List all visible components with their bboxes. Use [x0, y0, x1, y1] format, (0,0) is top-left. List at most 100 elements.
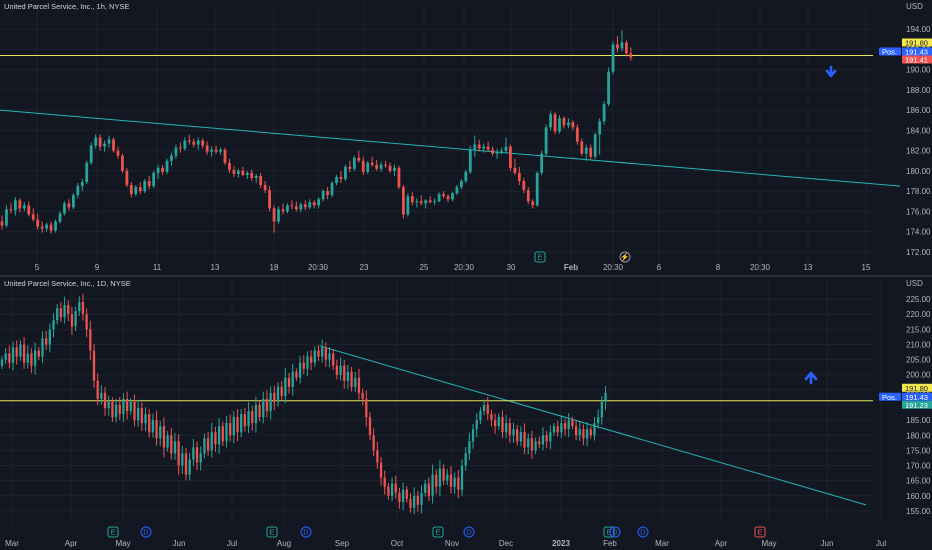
candle-body — [500, 150, 503, 152]
candle — [589, 425, 592, 439]
event-badge[interactable] — [300, 526, 312, 538]
event-marker[interactable]: D — [300, 526, 312, 538]
candle-body — [268, 190, 271, 209]
candle-body — [184, 453, 188, 475]
candle-body — [368, 417, 372, 436]
candle-body — [410, 196, 414, 203]
candle-body — [460, 465, 464, 490]
candle-body — [475, 420, 478, 430]
candle-body — [321, 191, 325, 200]
candle — [96, 373, 99, 406]
bottom-pane-grid — [0, 280, 882, 524]
event-label: ⚡ — [620, 253, 629, 262]
candle — [602, 101, 606, 125]
candle-body — [574, 426, 578, 436]
event-badge[interactable] — [754, 526, 766, 538]
event-marker[interactable]: D — [637, 526, 649, 538]
event-badge[interactable] — [463, 526, 475, 538]
price-tick-label: 155.00 — [906, 507, 931, 516]
candle-body — [464, 453, 467, 466]
candle — [177, 434, 180, 475]
candle — [265, 390, 269, 418]
candle-body — [562, 118, 566, 126]
candle-body — [415, 201, 419, 203]
candle — [575, 124, 579, 145]
trendline[interactable] — [319, 345, 867, 506]
event-marker[interactable]: E — [534, 251, 546, 263]
top-pane-events[interactable]: E ⚡ — [534, 251, 631, 263]
time-tick-label: Jul — [227, 539, 237, 548]
arrow-down-icon[interactable] — [825, 65, 837, 78]
candle-body — [424, 483, 427, 493]
candle-body — [394, 483, 397, 493]
candle-body — [33, 350, 37, 366]
event-marker[interactable]: E — [432, 526, 444, 538]
event-badge[interactable] — [140, 526, 152, 538]
event-marker[interactable]: D — [463, 526, 475, 538]
arrow-up-icon[interactable] — [804, 371, 818, 385]
time-tick-label: 13 — [804, 263, 813, 272]
candle — [433, 198, 437, 206]
bottom-pane-trendline[interactable] — [319, 345, 867, 506]
candle-body — [309, 356, 313, 363]
candle — [482, 143, 486, 153]
event-marker[interactable]: E — [754, 526, 766, 538]
event-marker[interactable]: E — [603, 526, 615, 538]
event-marker[interactable]: E — [266, 526, 278, 538]
bottom-pane-time-axis[interactable]: Mar Apr May Jun Jul Aug Sep Oct Nov Dec 2023 Feb Mar… — [5, 539, 886, 548]
candle-body — [593, 134, 597, 157]
time-tick-label: Apr — [65, 539, 78, 548]
event-badge[interactable] — [534, 251, 546, 263]
candle — [281, 203, 285, 215]
top-pane-trendline[interactable] — [0, 109, 901, 187]
candle — [491, 146, 494, 156]
event-label: E — [269, 528, 274, 537]
event-badge[interactable] — [609, 526, 621, 538]
pane-separator[interactable] — [0, 275, 932, 277]
candle — [67, 300, 70, 322]
price-tick-label: 160.00 — [906, 492, 931, 501]
event-marker[interactable]: E — [107, 526, 119, 538]
event-badge[interactable] — [619, 251, 631, 263]
candle — [287, 372, 291, 394]
candle — [219, 147, 222, 155]
candle-body — [81, 302, 85, 315]
event-badge[interactable] — [266, 526, 278, 538]
event-marker[interactable]: D — [140, 526, 152, 538]
candle-body — [199, 453, 202, 463]
candle-body — [611, 44, 615, 72]
event-badge[interactable] — [637, 526, 649, 538]
candle-body — [134, 187, 138, 195]
price-tag — [902, 392, 932, 401]
candle-body — [552, 426, 556, 433]
top-pane-time-axis[interactable]: 5 9 11 13 18 20:30 23 25 20:30 30 Feb 20:30 6 8 20:30 1… — [35, 263, 871, 272]
time-tick-label: Jun — [821, 539, 834, 548]
candle — [148, 408, 151, 438]
event-marker[interactable]: D — [609, 526, 621, 538]
candle-body — [280, 386, 283, 396]
trendline[interactable] — [0, 109, 901, 187]
candle — [129, 182, 133, 198]
candle — [497, 413, 500, 430]
candle-body — [192, 447, 195, 460]
event-marker[interactable]: ⚡ — [619, 251, 631, 263]
candle-body — [277, 209, 280, 222]
candle — [183, 137, 187, 151]
time-tick-label: May — [115, 539, 130, 548]
candle-body — [580, 141, 584, 154]
candle — [482, 399, 486, 416]
candle-body — [187, 140, 191, 142]
candle-body — [129, 185, 133, 195]
event-badge[interactable] — [603, 526, 615, 538]
candle — [80, 178, 84, 192]
candle — [361, 156, 365, 175]
candle — [137, 399, 140, 427]
position-tag-label: Pos. — [882, 393, 897, 402]
candle-body — [103, 392, 107, 409]
event-badge[interactable] — [432, 526, 444, 538]
candle-body — [402, 187, 405, 215]
candle — [517, 166, 521, 186]
event-badge[interactable] — [107, 526, 119, 538]
